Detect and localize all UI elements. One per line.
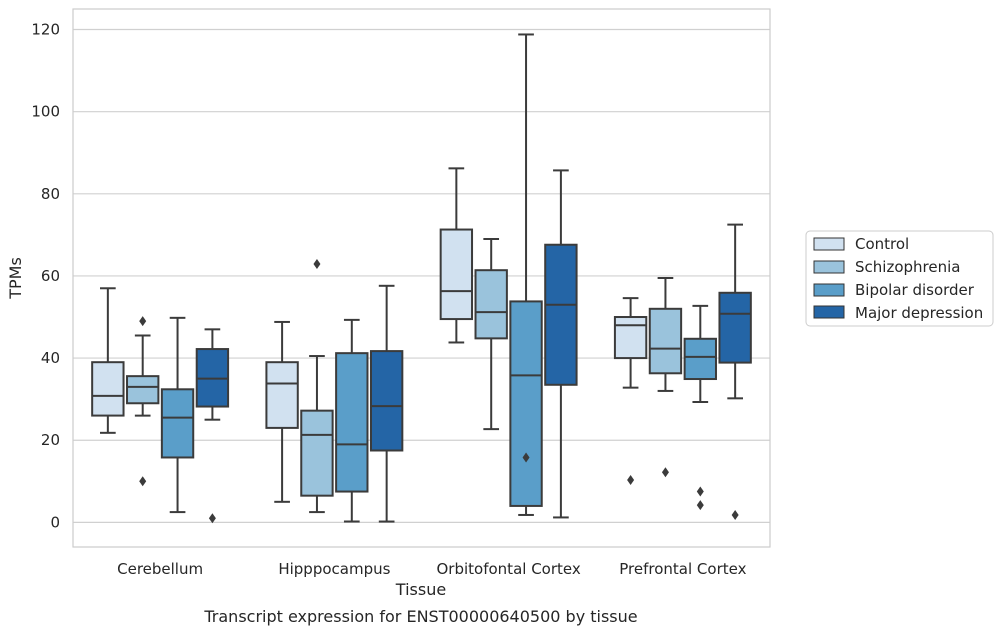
outlier-point-bipolar-disorder-prefrontal-cortex-0	[696, 486, 704, 497]
legend-label-control: Control	[855, 235, 909, 253]
legend-frame	[805, 230, 994, 327]
x-axis-label: Tissue	[395, 580, 446, 599]
y-tick-label-60: 60	[41, 267, 60, 285]
y-tick-label-20: 20	[41, 431, 60, 449]
box-control-cerebellum	[91, 287, 125, 434]
box-body-control-cerebellum	[91, 361, 125, 417]
y-tick-labels: 0 20 40 60 80 100 120	[31, 21, 60, 532]
outlier-point-schizophrenia-cerebellum-1	[139, 476, 147, 487]
box-body-bipolar-disorder-prefrontal-cortex	[683, 337, 717, 381]
chart-caption: Transcript expression for ENST0000064050…	[203, 607, 637, 626]
y-tick-label-80: 80	[41, 185, 60, 203]
box-body-bipolar-disorder-orbitofontal-cortex	[509, 300, 543, 507]
legend: Control Schizophrenia Bipolar disorder M…	[805, 230, 994, 327]
box-body-schizophrenia-prefrontal-cortex	[648, 307, 683, 375]
box-body-major-depression-prefrontal-cortex	[718, 291, 752, 364]
box-body-schizophrenia-cerebellum	[126, 375, 160, 405]
y-tick-label-40: 40	[41, 349, 60, 367]
y-tick-label-100: 100	[31, 103, 60, 121]
box-body-major-depression-orbitofontal-cortex	[544, 243, 578, 386]
legend-swatch-major-depression	[813, 305, 845, 319]
box-bipolar-disorder-hipppocampus	[335, 318, 369, 523]
box-series-group	[91, 33, 752, 524]
box-schizophrenia-prefrontal-cortex	[648, 277, 683, 478]
outlier-point-major-depression-prefrontal-cortex-0	[731, 509, 739, 520]
box-bipolar-disorder-cerebellum	[160, 316, 195, 514]
box-body-schizophrenia-orbitofontal-cortex	[474, 269, 508, 340]
box-body-control-prefrontal-cortex	[613, 316, 648, 360]
x-tick-labels: Cerebellum Hipppocampus Orbitofontal Corte…	[117, 560, 746, 578]
legend-swatch-bipolar-disorder	[813, 283, 845, 297]
box-control-prefrontal-cortex	[613, 297, 648, 486]
box-bipolar-disorder-orbitofontal-cortex	[509, 33, 543, 516]
box-schizophrenia-hipppocampus	[300, 259, 334, 514]
box-control-orbitofontal-cortex	[439, 167, 474, 344]
outlier-point-schizophrenia-cerebellum-0	[139, 316, 147, 327]
x-tick-label-orbitofontal-cortex: Orbitofontal Cortex	[437, 560, 581, 578]
outlier-point-control-prefrontal-cortex-0	[627, 475, 635, 486]
outlier-point-bipolar-disorder-orbitofontal-cortex-0	[522, 452, 530, 463]
box-major-depression-cerebellum	[195, 328, 230, 524]
legend-swatch-schizophrenia	[813, 260, 845, 274]
box-schizophrenia-orbitofontal-cortex	[474, 237, 508, 431]
box-body-control-hipppocampus	[265, 361, 299, 429]
box-bipolar-disorder-prefrontal-cortex	[683, 304, 717, 511]
box-major-depression-hipppocampus	[369, 284, 404, 523]
x-tick-label-prefrontal-cortex: Prefrontal Cortex	[619, 560, 746, 578]
y-tick-label-0: 0	[50, 513, 60, 531]
x-tick-label-hipppocampus: Hipppocampus	[278, 560, 390, 578]
plot-frame	[72, 8, 771, 548]
box-body-major-depression-hipppocampus	[369, 350, 404, 452]
legend-label-major-depression: Major depression	[855, 304, 983, 322]
y-axis-label: TPMs	[6, 257, 25, 300]
legend-label-bipolar-disorder: Bipolar disorder	[855, 281, 975, 299]
outlier-point-schizophrenia-prefrontal-cortex-0	[661, 467, 669, 478]
box-major-depression-prefrontal-cortex	[718, 223, 752, 520]
legend-swatch-control	[813, 237, 845, 251]
box-body-schizophrenia-hipppocampus	[300, 409, 334, 497]
legend-label-schizophrenia: Schizophrenia	[855, 258, 960, 276]
outlier-point-bipolar-disorder-prefrontal-cortex-1	[696, 500, 704, 511]
outlier-point-schizophrenia-hipppocampus-0	[313, 259, 321, 270]
box-schizophrenia-cerebellum	[126, 316, 160, 487]
outlier-point-major-depression-cerebellum-0	[208, 513, 216, 524]
x-tick-label-cerebellum: Cerebellum	[117, 560, 203, 578]
box-body-bipolar-disorder-cerebellum	[160, 388, 195, 459]
box-body-control-orbitofontal-cortex	[439, 228, 474, 321]
y-tick-label-120: 120	[31, 21, 60, 39]
box-body-bipolar-disorder-hipppocampus	[335, 352, 369, 493]
box-major-depression-orbitofontal-cortex	[544, 169, 578, 519]
box-control-hipppocampus	[265, 320, 299, 503]
